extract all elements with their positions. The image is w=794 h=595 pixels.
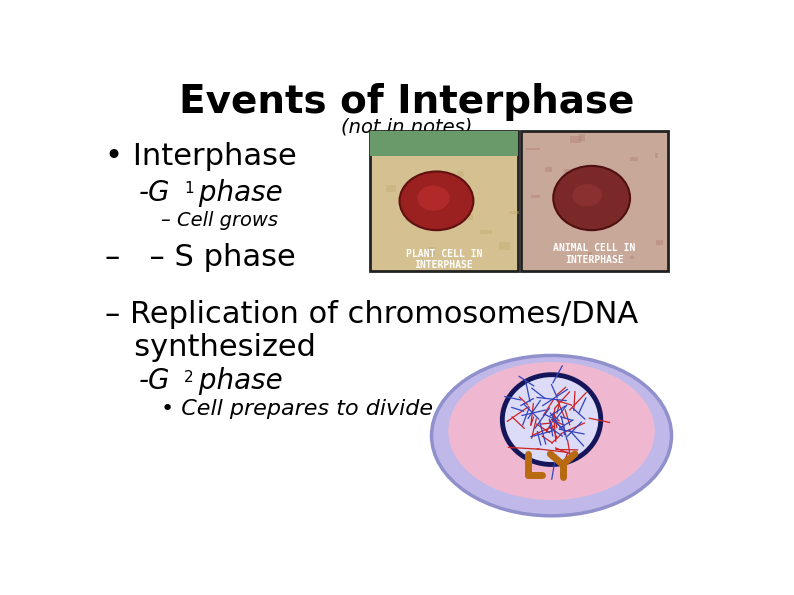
Bar [426, 211, 435, 219]
Text: – Replication of chromosomes/DNA: – Replication of chromosomes/DNA [106, 300, 638, 330]
Bar [612, 255, 619, 258]
Bar [370, 131, 518, 156]
Ellipse shape [503, 375, 601, 465]
Text: • Interphase: • Interphase [106, 142, 297, 171]
Text: –   – S phase: – – S phase [106, 243, 296, 272]
Bar [457, 171, 464, 177]
Bar [387, 185, 396, 192]
Bar [467, 214, 473, 220]
Text: Events of Interphase: Events of Interphase [179, 83, 634, 121]
Bar [567, 174, 576, 180]
Ellipse shape [399, 171, 473, 230]
Ellipse shape [418, 186, 449, 211]
Text: 2: 2 [184, 370, 194, 385]
Bar [545, 167, 552, 172]
Bar [654, 154, 657, 158]
Bar [580, 134, 584, 140]
Text: • Cell prepares to divide: • Cell prepares to divide [160, 399, 433, 419]
Bar [531, 196, 540, 198]
Text: synthesized: synthesized [106, 333, 316, 362]
Bar [582, 206, 591, 210]
Bar [370, 131, 518, 271]
Bar [564, 169, 576, 173]
Bar [499, 242, 511, 250]
Text: – Cell grows: – Cell grows [160, 211, 278, 230]
Bar [630, 157, 638, 161]
Text: ANIMAL CELL IN
INTERPHASE: ANIMAL CELL IN INTERPHASE [553, 243, 636, 265]
Text: phase: phase [191, 179, 283, 207]
Bar [508, 211, 519, 214]
Ellipse shape [572, 184, 602, 206]
Text: -G: -G [139, 179, 171, 207]
Bar [428, 247, 435, 256]
Text: phase: phase [191, 367, 283, 395]
Text: (not in notes): (not in notes) [341, 117, 472, 136]
Bar [570, 136, 581, 143]
Bar [630, 256, 634, 259]
Bar [600, 199, 613, 203]
Bar [657, 240, 663, 245]
Ellipse shape [553, 166, 630, 230]
Bar [405, 219, 422, 221]
Bar [413, 209, 426, 217]
Ellipse shape [449, 362, 655, 500]
Text: PLANT CELL IN
INTERPHASE: PLANT CELL IN INTERPHASE [406, 249, 482, 270]
Bar [521, 131, 669, 271]
Bar [438, 189, 448, 198]
Bar [480, 230, 492, 234]
Bar [588, 252, 592, 257]
Text: -G: -G [139, 367, 171, 395]
Ellipse shape [432, 355, 672, 516]
Text: 1: 1 [184, 181, 194, 196]
Bar [437, 226, 451, 230]
Bar [526, 148, 540, 150]
